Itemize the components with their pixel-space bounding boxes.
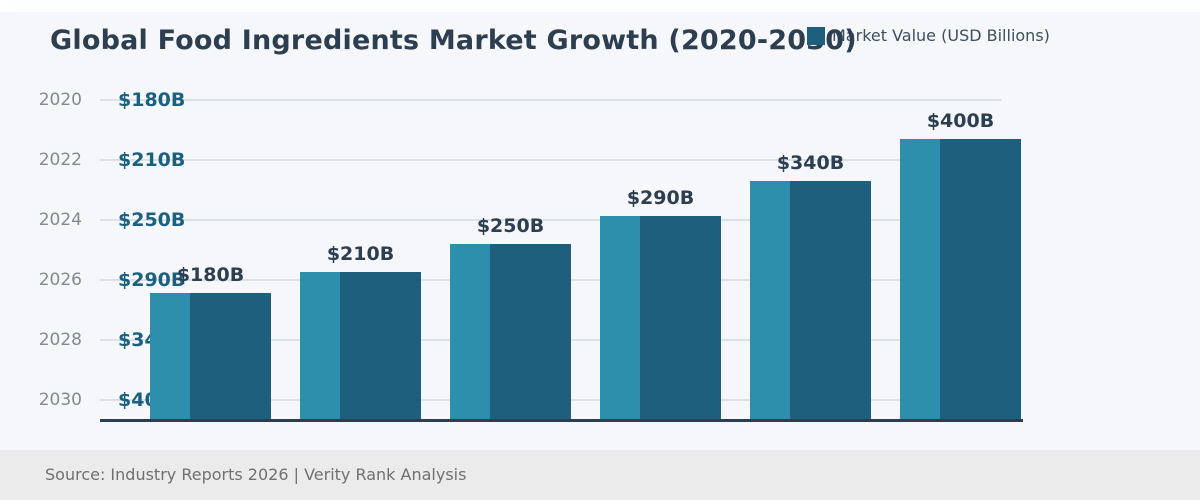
bar-segment-light [450, 244, 490, 419]
gridline [100, 159, 1002, 161]
bar-segment-dark [790, 181, 871, 419]
legend-swatch-icon [807, 27, 825, 45]
gridline [100, 219, 1002, 221]
y-axis-value-label: $290B [118, 269, 186, 291]
gridline [100, 99, 1002, 101]
corner-artifact [0, 0, 14, 10]
y-axis-year-label: 2024 [38, 210, 82, 230]
bar-value-label: $180B [176, 264, 245, 286]
bar-segment-light [600, 216, 640, 419]
y-axis-year-label: 2026 [38, 270, 82, 290]
y-axis-year-label: 2020 [38, 90, 82, 110]
top-strip [0, 0, 1200, 12]
y-axis-year-label: 2028 [38, 330, 82, 350]
bar-value-label: $210B [326, 243, 395, 265]
footer-bar: Source: Industry Reports 2026 | Verity R… [0, 450, 1200, 500]
bar-segment-light [750, 181, 790, 419]
bar-segment-dark [490, 244, 571, 419]
x-axis-line [100, 419, 1023, 422]
y-axis-value-label: $210B [118, 149, 186, 171]
bar-segment-dark [340, 272, 421, 419]
bar-segment-dark [640, 216, 721, 419]
y-axis-value-label: $180B [118, 89, 186, 111]
bar-segment-dark [940, 139, 1021, 419]
bar-value-label: $290B [626, 187, 695, 209]
legend-label: Market Value (USD Billions) [832, 26, 1050, 45]
y-axis-year-label: 2022 [38, 150, 82, 170]
y-axis-year-label: 2030 [38, 390, 82, 410]
y-axis-value-label: $250B [118, 209, 186, 231]
bar-segment-dark [190, 293, 271, 419]
bar-segment-light [900, 139, 940, 419]
page-title: Global Food Ingredients Market Growth (2… [50, 25, 857, 56]
bar-segment-light [150, 293, 190, 419]
bar-value-label: $250B [476, 215, 545, 237]
source-text: Source: Industry Reports 2026 | Verity R… [45, 465, 467, 484]
bar-value-label: $340B [776, 152, 845, 174]
bar-value-label: $400B [926, 110, 995, 132]
bar-segment-light [300, 272, 340, 419]
